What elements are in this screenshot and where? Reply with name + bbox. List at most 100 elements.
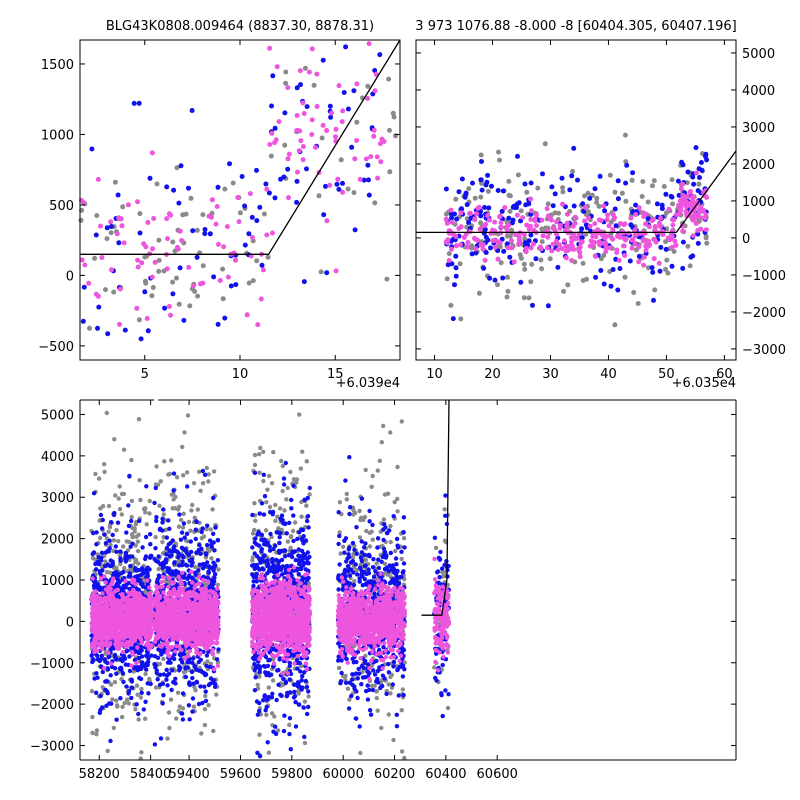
point-gray — [153, 534, 158, 540]
point-blue — [301, 705, 306, 710]
point-gray — [283, 80, 289, 86]
point-pink — [603, 249, 609, 254]
point-blue — [649, 265, 655, 271]
point-gray — [114, 703, 120, 708]
point-gray — [395, 464, 400, 470]
point-pink — [381, 139, 387, 144]
point-gray — [684, 180, 690, 186]
point-blue — [296, 571, 301, 577]
point-blue — [443, 186, 449, 192]
point-blue — [593, 274, 599, 280]
point-pink — [492, 219, 498, 225]
point-pink — [267, 142, 273, 147]
point-gray — [118, 561, 123, 567]
point-blue — [147, 175, 153, 181]
point-blue — [180, 559, 185, 564]
point-gray — [252, 452, 258, 458]
point-gray — [354, 119, 360, 125]
point-pink — [557, 225, 563, 231]
point-blue — [92, 676, 97, 681]
panel-top-left: BLG43K0808.009464 (8837.30, 8878.31) 5 10… — [38, 19, 401, 391]
point-blue — [188, 539, 193, 544]
point-pink — [135, 264, 141, 270]
point-blue — [375, 676, 380, 682]
point-blue — [121, 679, 126, 685]
point-gray — [117, 484, 122, 489]
point-blue — [291, 538, 296, 544]
point-pink — [175, 246, 181, 252]
point-gray — [92, 255, 98, 261]
point-blue — [114, 549, 119, 554]
point-blue — [277, 657, 282, 662]
point-blue — [500, 188, 506, 194]
point-gray — [162, 459, 167, 464]
x-tick-label: 5 — [141, 367, 149, 382]
point-gray — [266, 685, 271, 690]
point-blue — [189, 108, 195, 113]
point-blue — [296, 547, 301, 552]
point-pink — [673, 242, 679, 248]
point-blue — [257, 511, 262, 516]
point-blue — [347, 554, 352, 560]
point-gray — [379, 725, 384, 731]
point-pink — [658, 215, 664, 221]
point-blue — [651, 297, 656, 303]
point-blue — [510, 217, 516, 223]
point-blue — [139, 690, 144, 695]
point-blue — [272, 195, 278, 201]
point-blue — [158, 736, 164, 741]
point-blue — [371, 574, 377, 579]
point-pink — [656, 220, 662, 226]
point-gray — [181, 473, 186, 478]
point-blue — [301, 541, 306, 546]
point-blue — [336, 510, 341, 515]
point-blue — [98, 512, 104, 518]
point-gray — [302, 740, 308, 746]
point-gray — [645, 199, 651, 205]
point-gray — [193, 688, 198, 693]
point-pink — [249, 234, 255, 240]
point-blue — [148, 542, 153, 547]
y-tick-label: 1000 — [742, 195, 775, 210]
point-blue — [283, 680, 288, 686]
point-pink — [553, 238, 559, 244]
point-gray — [304, 459, 309, 464]
point-blue — [367, 519, 372, 524]
point-gray — [283, 69, 289, 75]
point-blue — [259, 262, 265, 268]
point-gray — [122, 565, 127, 571]
x-ticks-top-left: 5 10 15 — [141, 40, 344, 382]
point-gray — [132, 526, 137, 531]
point-pink — [572, 220, 578, 226]
point-blue — [394, 536, 400, 542]
point-pink — [150, 246, 155, 252]
point-blue — [89, 146, 95, 152]
point-pink — [528, 245, 534, 251]
point-blue — [137, 518, 142, 524]
point-blue — [291, 483, 296, 488]
point-blue — [143, 554, 149, 559]
point-pink — [632, 227, 638, 233]
point-gray — [288, 534, 294, 540]
point-blue — [112, 510, 117, 516]
point-gray — [174, 475, 180, 480]
point-blue — [124, 530, 129, 535]
point-blue — [266, 190, 272, 196]
point-gray — [143, 280, 149, 286]
point-blue — [212, 548, 217, 553]
point-pink — [235, 195, 241, 200]
point-pink — [135, 257, 141, 263]
point-pink — [555, 247, 561, 253]
point-gray — [344, 497, 349, 502]
point-blue — [663, 246, 669, 252]
point-gray — [685, 243, 691, 249]
point-pink — [603, 244, 609, 250]
point-blue — [669, 194, 675, 200]
point-pink — [598, 218, 604, 223]
point-blue — [484, 179, 490, 185]
point-blue — [157, 682, 163, 687]
point-pink — [458, 210, 464, 216]
point-blue — [504, 241, 510, 247]
point-gray — [106, 503, 112, 509]
point-gray — [528, 279, 534, 285]
